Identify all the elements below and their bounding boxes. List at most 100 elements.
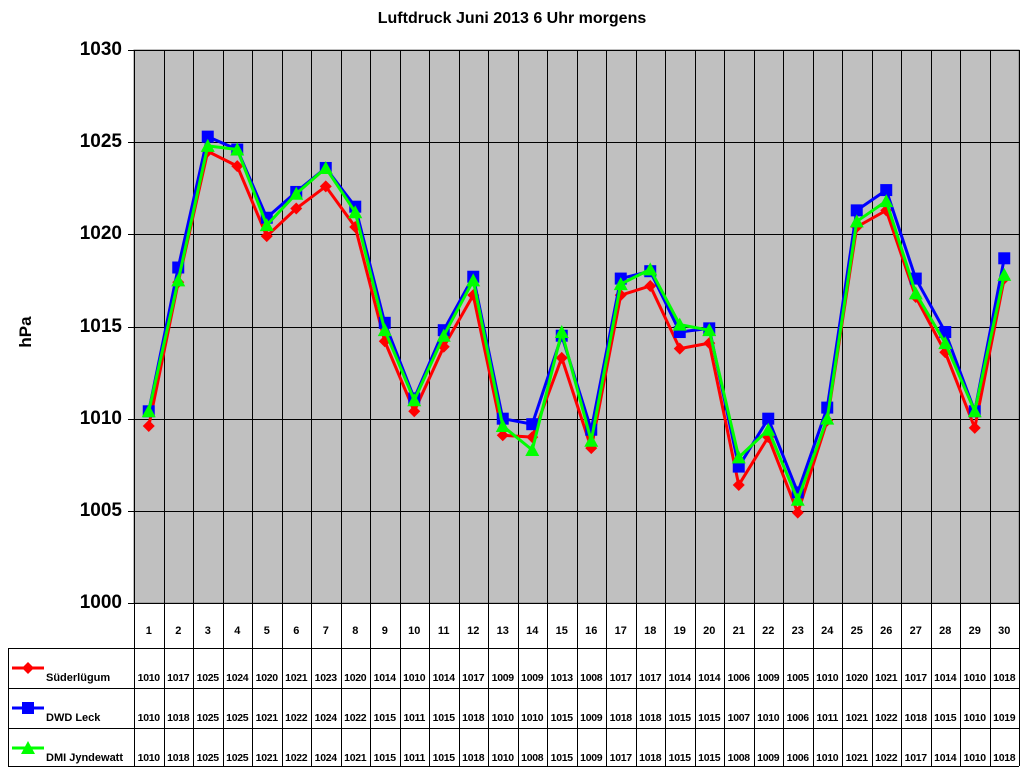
table-cell: 1025 bbox=[196, 672, 219, 684]
grid-lines bbox=[128, 50, 1020, 766]
table-cell: 1007 bbox=[727, 712, 750, 724]
x-category-label: 27 bbox=[909, 625, 922, 637]
x-category-label: 8 bbox=[352, 625, 359, 637]
table-cell: 1014 bbox=[698, 672, 721, 684]
x-category-label: 7 bbox=[322, 625, 329, 637]
table-cell: 1018 bbox=[462, 712, 485, 724]
table-cell: 1021 bbox=[845, 712, 868, 724]
table-cell: 1009 bbox=[580, 752, 603, 764]
table-cell: 1022 bbox=[285, 752, 308, 764]
data-table-grid bbox=[8, 648, 1019, 767]
table-cell: 1015 bbox=[432, 712, 455, 724]
table-cell: 1022 bbox=[285, 712, 308, 724]
table-cell: 1010 bbox=[963, 752, 986, 764]
x-category-label: 24 bbox=[821, 625, 834, 637]
table-cell: 1010 bbox=[521, 712, 544, 724]
x-category-label: 30 bbox=[998, 625, 1011, 637]
table-cell: 1018 bbox=[639, 752, 662, 764]
table-cell: 1009 bbox=[757, 672, 780, 684]
x-category-label: 9 bbox=[381, 625, 388, 637]
series-lines bbox=[141, 130, 1012, 519]
table-cell: 1011 bbox=[816, 712, 839, 724]
x-category-label: 21 bbox=[732, 625, 745, 637]
legend-label: DMI Jyndewatt bbox=[46, 752, 124, 764]
table-cell: 1021 bbox=[255, 752, 278, 764]
table-cell: 1011 bbox=[403, 712, 426, 724]
table-cell: 1015 bbox=[550, 712, 573, 724]
table-cell: 1015 bbox=[373, 752, 396, 764]
x-category-label: 28 bbox=[939, 625, 952, 637]
table-cell: 1024 bbox=[314, 712, 337, 724]
table-cell: 1017 bbox=[609, 672, 632, 684]
table-cell: 1014 bbox=[432, 672, 455, 684]
x-category-label: 18 bbox=[644, 625, 657, 637]
series-triangle bbox=[141, 138, 1012, 506]
table-cell: 1010 bbox=[963, 672, 986, 684]
table-cell: 1018 bbox=[462, 752, 485, 764]
table-cell: 1018 bbox=[167, 752, 190, 764]
y-tick-label: 1005 bbox=[79, 499, 122, 521]
y-tick-label: 1015 bbox=[79, 315, 122, 337]
x-category-label: 11 bbox=[437, 625, 450, 637]
table-cell: 1009 bbox=[580, 712, 603, 724]
table-cell: 1015 bbox=[698, 752, 721, 764]
table-cell: 1006 bbox=[786, 712, 809, 724]
plot-area bbox=[133, 49, 1020, 604]
table-cell: 1025 bbox=[196, 712, 219, 724]
table-cell: 1021 bbox=[875, 672, 898, 684]
table-cell: 1020 bbox=[344, 672, 367, 684]
legend-keys bbox=[12, 662, 44, 754]
legend-label: DWD Leck bbox=[46, 712, 101, 724]
table-cell: 1009 bbox=[521, 672, 544, 684]
table-cell: 1017 bbox=[639, 672, 662, 684]
y-tick-label: 1030 bbox=[79, 38, 122, 60]
table-cell: 1009 bbox=[491, 672, 514, 684]
table-cell: 1014 bbox=[934, 752, 957, 764]
table-cell: 1015 bbox=[550, 752, 573, 764]
table-cell: 1005 bbox=[786, 672, 809, 684]
x-category-label: 12 bbox=[467, 625, 480, 637]
table-cell: 1025 bbox=[226, 752, 249, 764]
y-tick-label: 1020 bbox=[79, 222, 122, 244]
table-cell: 1020 bbox=[845, 672, 868, 684]
table-cell: 1017 bbox=[167, 672, 190, 684]
table-cell: 1014 bbox=[668, 672, 691, 684]
table-cell: 1006 bbox=[786, 752, 809, 764]
table-cell: 1014 bbox=[934, 672, 957, 684]
table-cell: 1010 bbox=[757, 712, 780, 724]
y-tick-label: 1025 bbox=[79, 130, 122, 152]
table-cell: 1018 bbox=[993, 752, 1016, 764]
legend-label: Süderlügum bbox=[46, 672, 111, 684]
y-tick-label: 1010 bbox=[79, 407, 122, 429]
table-cell: 1018 bbox=[609, 712, 632, 724]
table-cell: 1010 bbox=[816, 672, 839, 684]
table-cell: 1022 bbox=[875, 712, 898, 724]
x-category-label: 25 bbox=[850, 625, 863, 637]
x-category-label: 13 bbox=[496, 625, 509, 637]
table-cell: 1008 bbox=[521, 752, 544, 764]
table-cell: 1006 bbox=[727, 672, 750, 684]
x-category-label: 23 bbox=[791, 625, 804, 637]
table-cell: 1010 bbox=[137, 712, 160, 724]
x-category-label: 20 bbox=[703, 625, 716, 637]
table-cell: 1015 bbox=[668, 752, 691, 764]
table-cell: 1018 bbox=[639, 712, 662, 724]
table-cell: 1017 bbox=[904, 672, 927, 684]
table-cell: 1015 bbox=[668, 712, 691, 724]
chart-title: Luftdruck Juni 2013 6 Uhr morgens bbox=[377, 10, 647, 27]
table-cell: 1023 bbox=[314, 672, 337, 684]
table-cell: 1010 bbox=[403, 672, 426, 684]
table-cell: 1025 bbox=[226, 712, 249, 724]
table-cell: 1010 bbox=[491, 712, 514, 724]
y-tick-label: 1000 bbox=[79, 591, 122, 613]
x-category-label: 3 bbox=[204, 625, 211, 637]
table-cell: 1013 bbox=[550, 672, 573, 684]
table-cell: 1022 bbox=[344, 712, 367, 724]
table-cell: 1024 bbox=[314, 752, 337, 764]
table-cell: 1019 bbox=[993, 712, 1016, 724]
x-category-label: 17 bbox=[614, 625, 627, 637]
table-cell: 1009 bbox=[757, 752, 780, 764]
table-cell: 1021 bbox=[285, 672, 308, 684]
table-cell: 1021 bbox=[845, 752, 868, 764]
x-category-label: 10 bbox=[408, 625, 421, 637]
